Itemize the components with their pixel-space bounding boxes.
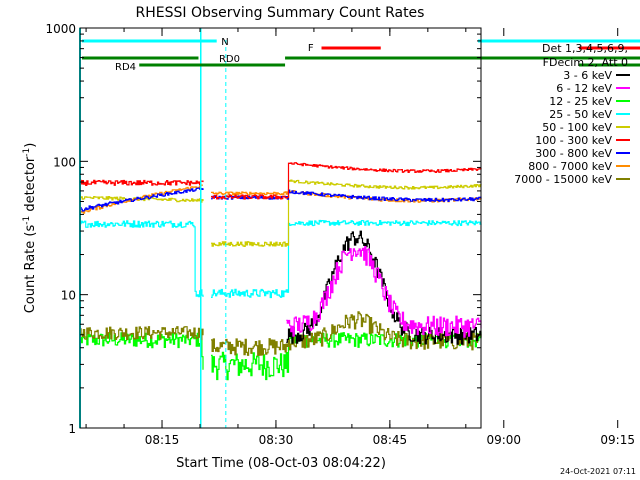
flare-flag-label: F [308, 43, 314, 54]
x-axis-label: Start Time (08-Oct-03 08:04:22) [176, 456, 386, 471]
legend-label-6: 300 - 800 keV [535, 147, 612, 160]
x-tick-label-3: 09:00 [486, 433, 521, 447]
series-line-5 [80, 162, 482, 200]
series-line-2 [80, 332, 482, 381]
legend-label-1: 6 - 12 keV [556, 82, 612, 95]
x-tick-label-0: 08:15 [145, 433, 180, 447]
night-flag-label: N [221, 37, 228, 48]
y-axis-label-part2: detector [23, 156, 38, 216]
legend-label-8: 7000 - 15000 keV [514, 173, 612, 186]
rd4-flag-label: RD4 [115, 62, 136, 73]
legend-label-2: 12 - 25 keV [549, 95, 612, 108]
series-layer [80, 162, 482, 381]
series-line-8 [80, 311, 482, 356]
legend-label-5: 100 - 300 keV [535, 134, 612, 147]
y-tick-label-3: 1000 [45, 22, 76, 36]
y-axis-label-part3: ) [23, 143, 38, 148]
series-line-4 [80, 179, 482, 247]
legend-label-4: 50 - 100 keV [542, 121, 612, 134]
y-axis-label-part1: Count Rate (s [23, 225, 38, 314]
y-axis-label: Count Rate (s-1 detector-1) [22, 143, 38, 314]
legend-label-3: 25 - 50 keV [549, 108, 612, 121]
generated-timestamp: 24-Oct-2021 07:11 [560, 467, 636, 476]
y-tick-label-1: 10 [61, 289, 76, 303]
legend-label-0: 3 - 6 keV [563, 69, 612, 82]
y-tick-label-0: 1 [68, 422, 76, 436]
series-line-6 [80, 187, 482, 212]
rd0-flag-label: RD0 [219, 54, 240, 65]
series-line-1 [286, 246, 482, 338]
y-tick-label-2: 100 [53, 155, 76, 169]
legend: Det 1,3,4,5,6,9, FDecim 2, Att 0 3 - 6 k… [514, 42, 630, 186]
series-line-3 [80, 219, 482, 299]
legend-header-line2: FDecim 2, Att 0 [543, 56, 628, 69]
plot-frame [79, 27, 482, 429]
legend-header-line1: Det 1,3,4,5,6,9, [542, 42, 628, 55]
chart-title: RHESSI Observing Summary Count Rates [136, 5, 425, 21]
x-tick-label-2: 08:45 [373, 433, 408, 447]
x-tick-label-1: 08:30 [259, 433, 294, 447]
y-axis-label-sup2: -1 [22, 148, 32, 157]
flag-layer: N F RD0 RD4 [79, 28, 640, 428]
series-line-0 [286, 230, 482, 345]
legend-label-7: 800 - 7000 keV [528, 160, 612, 173]
y-axis-label-sup1: -1 [22, 216, 32, 225]
x-tick-label-4: 09:15 [600, 433, 635, 447]
